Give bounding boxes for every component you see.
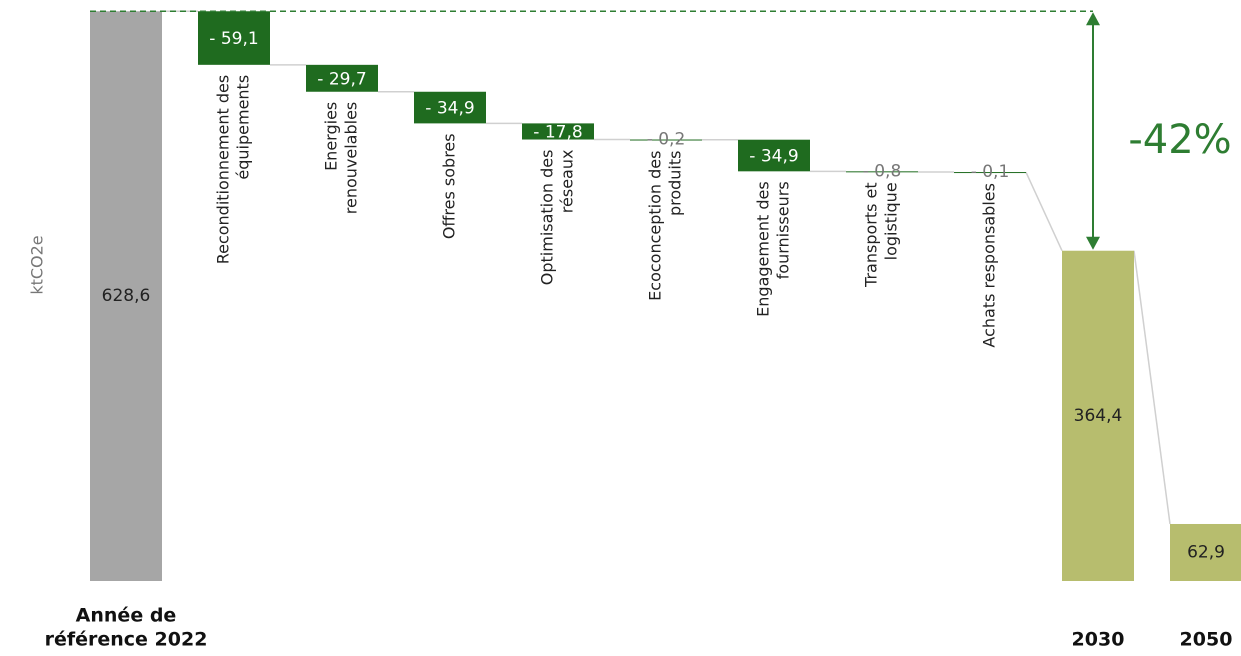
value-label: - 0,2	[647, 130, 686, 150]
arrow-head	[1086, 12, 1100, 26]
category-label: Transports et	[862, 182, 881, 288]
value-label: - 0,1	[971, 162, 1010, 182]
value-label: - 34,9	[749, 147, 798, 167]
category-label: réseaux	[558, 150, 577, 214]
category-label: 2050	[1180, 629, 1233, 651]
bar	[306, 64, 378, 92]
category-label: référence 2022	[45, 629, 208, 651]
value-label: 364,4	[1074, 406, 1123, 426]
category-label: logistique	[882, 182, 901, 260]
bar	[954, 172, 1026, 174]
connector	[1133, 250, 1171, 525]
value-label: 628,6	[102, 286, 151, 306]
arrow-head	[1086, 236, 1100, 250]
category-label: Reconditionnement des	[214, 75, 233, 264]
value-label: - 29,7	[317, 69, 366, 89]
bar	[1062, 250, 1134, 581]
bar	[198, 11, 270, 65]
y-axis-label: ktCO2e	[28, 235, 47, 294]
bar	[414, 91, 486, 124]
category-label: Optimisation des	[538, 150, 557, 286]
category-label: renouvelables	[342, 102, 361, 214]
category-label: 2030	[1072, 629, 1125, 651]
bar	[1170, 523, 1241, 581]
connectors	[162, 10, 1171, 525]
category-label: Achats responsables	[980, 183, 999, 348]
value-label: - 17,8	[533, 122, 582, 142]
bars	[90, 11, 1241, 582]
bar	[738, 139, 810, 172]
connector	[1025, 171, 1063, 252]
bar	[630, 139, 702, 141]
bar	[90, 11, 162, 582]
bar	[846, 171, 918, 173]
category-label: Année de	[76, 605, 177, 627]
category-label: fournisseurs	[774, 181, 793, 279]
value-label: - 34,9	[425, 99, 474, 119]
category-label: équipements	[234, 75, 253, 180]
value-label: - 59,1	[209, 29, 258, 49]
value-label: - 0,8	[863, 161, 902, 181]
value-label: 62,9	[1187, 542, 1225, 562]
category-label: produits	[666, 151, 685, 217]
bar	[522, 123, 594, 140]
annotation: -42%	[1128, 117, 1231, 163]
category-label: Engagement des	[754, 181, 773, 316]
category-label: Energies	[322, 102, 341, 171]
category-label: Ecoconception des	[646, 151, 665, 301]
category-label: Offres sobres	[440, 133, 459, 239]
